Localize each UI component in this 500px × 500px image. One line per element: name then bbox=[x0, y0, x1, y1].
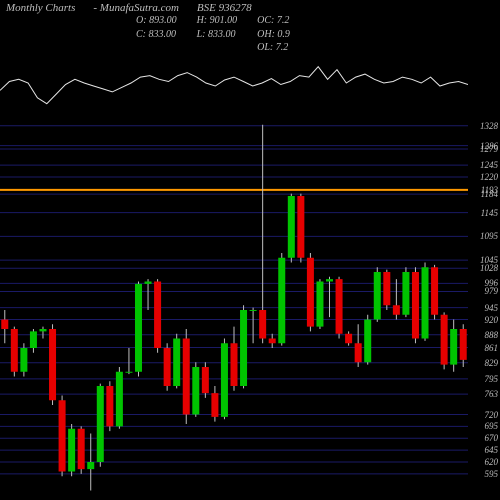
y-tick-label: 1220 bbox=[480, 172, 498, 182]
ohlc-ol: OL: 7.2 bbox=[257, 41, 290, 55]
y-tick-label: 888 bbox=[485, 330, 499, 340]
y-tick-label: 620 bbox=[485, 457, 499, 467]
y-tick-label: 595 bbox=[485, 469, 499, 479]
y-tick-label: 720 bbox=[485, 410, 499, 420]
y-tick-label: 1028 bbox=[480, 263, 498, 273]
ohlc-oc: OC: 7.2 bbox=[257, 14, 290, 28]
ohlc-open: O: 893.00 bbox=[136, 14, 177, 28]
y-tick-label: 1145 bbox=[481, 208, 498, 218]
y-tick-label: 1279 bbox=[480, 144, 498, 154]
chart-title: Monthly Charts bbox=[6, 2, 75, 14]
y-tick-label: 670 bbox=[485, 433, 499, 443]
y-tick-label: 695 bbox=[485, 421, 499, 431]
y-tick-label: 829 bbox=[485, 358, 499, 368]
chart-source: - MunafaSutra.com bbox=[93, 2, 179, 14]
y-tick-label: 1184 bbox=[481, 189, 498, 199]
y-tick-label: 1095 bbox=[480, 231, 498, 241]
y-tick-label: 979 bbox=[485, 286, 499, 296]
y-tick-label: 763 bbox=[485, 389, 499, 399]
y-tick-label: 945 bbox=[485, 303, 499, 313]
indicator-chart bbox=[0, 46, 468, 120]
y-tick-label: 645 bbox=[485, 445, 499, 455]
y-tick-label: 1245 bbox=[480, 160, 498, 170]
y-tick-label: 861 bbox=[485, 343, 499, 353]
ohlc-low: L: 833.00 bbox=[197, 28, 238, 42]
price-chart bbox=[0, 120, 468, 500]
ohlc-panel: O: 893.00 H: 901.00 OC: 7.2 C: 833.00 L:… bbox=[136, 14, 290, 55]
y-tick-label: 795 bbox=[485, 374, 499, 384]
chart-symbol: BSE 936278 bbox=[197, 2, 252, 14]
ohlc-oh: OH: 0.9 bbox=[257, 28, 290, 42]
ohlc-close: C: 833.00 bbox=[136, 28, 177, 42]
y-tick-label: 920 bbox=[485, 315, 499, 325]
y-tick-label: 1328 bbox=[480, 121, 498, 131]
ohlc-high: H: 901.00 bbox=[197, 14, 238, 28]
y-axis: 1328128612791245122011931184114510951045… bbox=[468, 120, 500, 500]
